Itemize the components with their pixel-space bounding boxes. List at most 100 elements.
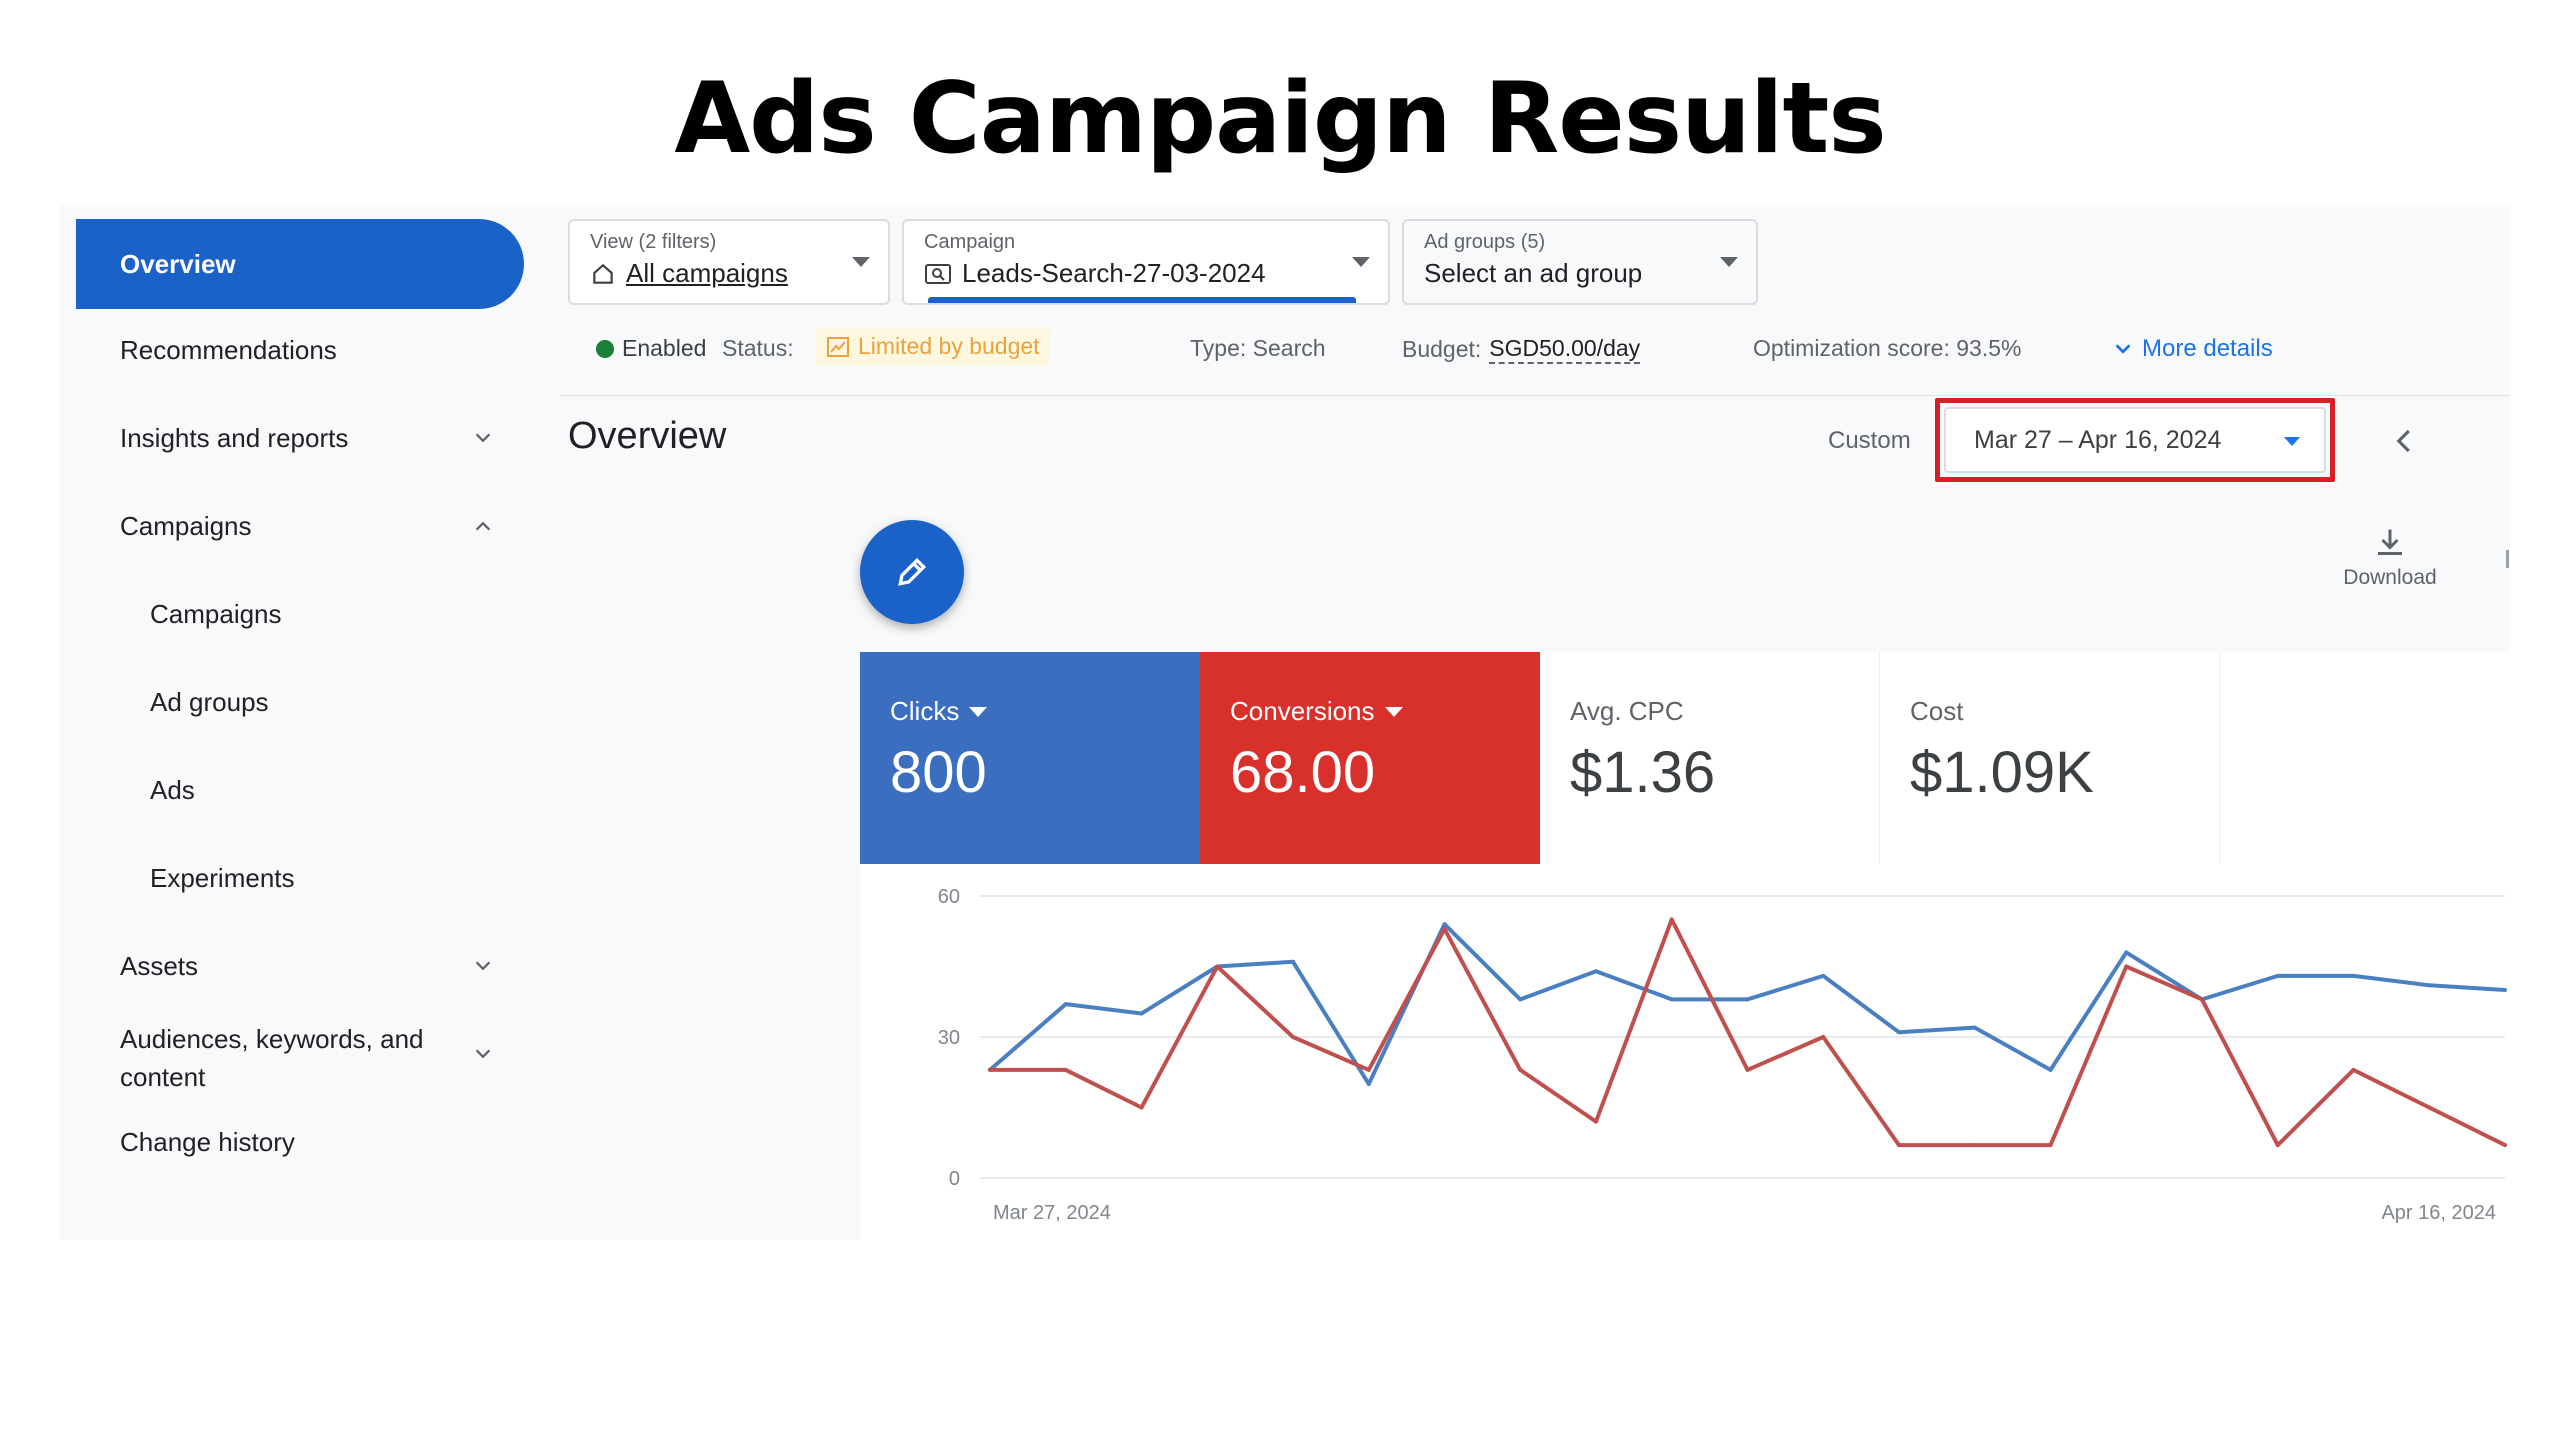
metric-card-cost[interactable]: Cost $1.09K: [1880, 652, 2220, 864]
date-range-picker[interactable]: Mar 27 – Apr 16, 2024: [1944, 407, 2326, 473]
sidebar-item-audiences[interactable]: Audiences, keywords, and content: [120, 1020, 424, 1096]
more-details-link[interactable]: More details: [2112, 335, 2273, 363]
dropdown-arrow-icon: [852, 257, 870, 267]
chevron-down-icon[interactable]: [472, 1043, 494, 1065]
data-point-clicks: [1745, 997, 1750, 1002]
campaign-filter-dropdown[interactable]: Campaign Leads-Search-27-03-2024: [902, 219, 1390, 305]
filter-caption: Ad groups (5): [1424, 231, 1546, 253]
metric-value: 68.00: [1230, 740, 1376, 805]
chevron-down-icon: [2115, 344, 2131, 354]
filter-value: All campaigns: [626, 258, 788, 288]
data-point-conversions: [1291, 1035, 1295, 1039]
metric-value: $1.36: [1570, 740, 1716, 805]
series-line-clicks: [988, 922, 2506, 1086]
sidebar-item-campaigns[interactable]: Campaigns: [150, 599, 282, 630]
data-point-clicks: [1366, 1082, 1371, 1086]
sidebar-item-insights[interactable]: Insights and reports: [120, 423, 560, 454]
sidebar-item-label: Insights and reports: [120, 423, 349, 453]
line-chart: 60 30 0 Mar 27, 2024 Apr 16, 2024: [938, 886, 2507, 1224]
chevron-down-icon[interactable]: [472, 427, 494, 449]
sidebar-item-ads[interactable]: Ads: [150, 775, 195, 806]
enabled-dot-icon: [596, 339, 614, 358]
data-point-clicks: [1518, 997, 1523, 1002]
optimization-score: Optimization score: 93.5%: [1753, 335, 2022, 361]
sidebar-item-label: Recommendations: [120, 335, 337, 365]
chart-warning-icon: [827, 336, 849, 357]
download-icon: [2378, 529, 2402, 555]
data-point-conversions: [2427, 1105, 2432, 1110]
sidebar-item-change-history[interactable]: Change history: [120, 1127, 295, 1158]
x-axis-start-label: Mar 27, 2024: [993, 1202, 1111, 1224]
x-axis-end-label: Apr 16, 2024: [2381, 1202, 2496, 1224]
data-point-clicks: [1669, 997, 1674, 1002]
status-value: Limited by budget: [858, 333, 1040, 359]
data-point-clicks: [1442, 922, 1447, 927]
metric-card-avg-cpc[interactable]: Avg. CPC $1.36: [1540, 652, 1880, 864]
metric-label: Avg. CPC: [1570, 696, 1684, 726]
data-point-clicks: [2427, 983, 2432, 988]
sidebar-item-experiments[interactable]: Experiments: [150, 863, 295, 894]
filter-value: Select an ad group: [1424, 258, 1643, 288]
edit-button[interactable]: [860, 520, 964, 624]
data-point-conversions: [1897, 1143, 1901, 1148]
download-label: Download: [2343, 566, 2437, 589]
data-point-conversions: [1745, 1067, 1750, 1072]
y-tick-label: 30: [938, 1027, 960, 1049]
data-point-clicks: [2048, 1067, 2053, 1072]
view-filter-dropdown[interactable]: View (2 filters) All campaigns: [568, 219, 890, 305]
data-point-conversions: [2503, 1143, 2507, 1148]
y-tick-label: 60: [938, 886, 960, 908]
performance-chart: 60 30 0 Mar 27, 2024 Apr 16, 2024: [860, 864, 2510, 1240]
data-point-conversions: [1821, 1035, 1826, 1039]
data-point-conversions: [2200, 997, 2204, 1002]
data-point-conversions: [1669, 917, 1674, 922]
filter-caption: View (2 filters): [590, 231, 717, 253]
data-point-clicks: [1594, 969, 1598, 974]
sidebar-item-campaigns-group[interactable]: Campaigns: [120, 511, 252, 542]
metric-card-conversions[interactable]: Conversions 68.00: [1200, 652, 1540, 864]
metric-card-clicks[interactable]: Clicks 800: [860, 652, 1200, 864]
data-point-conversions: [2124, 964, 2129, 969]
data-point-conversions: [1063, 1067, 1068, 1072]
chevron-down-icon[interactable]: [472, 955, 494, 977]
budget-info: Budget: SGD50.00/day: [1402, 335, 1641, 364]
divider: [560, 395, 2510, 396]
metric-label: Conversions: [1230, 696, 1375, 726]
custom-range-label: Custom: [1828, 427, 1911, 454]
data-point-clicks: [1821, 973, 1826, 978]
sidebar-item-assets[interactable]: Assets: [120, 951, 198, 982]
data-point-conversions: [1972, 1143, 1977, 1148]
more-details-label: More details: [2142, 335, 2273, 362]
series-line-conversions: [990, 917, 2506, 1148]
sidebar-item-overview[interactable]: Overview: [76, 219, 524, 309]
data-point-clicks: [1897, 1030, 1901, 1035]
data-point-clicks: [1972, 1025, 1977, 1030]
chevron-left-icon[interactable]: [2390, 423, 2420, 459]
budget-label: Budget:: [1402, 336, 1482, 362]
limited-by-budget-badge[interactable]: Limited by budget: [816, 327, 1050, 366]
more-menu-edge: [2506, 550, 2509, 568]
sidebar: Overview Recommendations Insights and re…: [60, 205, 560, 1240]
sidebar-item-label: Experiments: [150, 863, 295, 893]
data-point-clicks: [1139, 1011, 1144, 1016]
data-point-conversions: [2351, 1067, 2356, 1072]
metric-value: $1.09K: [1910, 740, 2094, 805]
chevron-up-icon[interactable]: [472, 515, 494, 537]
metric-value: 800: [890, 740, 987, 805]
pencil-icon: [898, 557, 927, 586]
filter-value: Leads-Search-27-03-2024: [962, 258, 1266, 288]
enabled-label: Enabled: [622, 335, 707, 361]
download-button[interactable]: Download: [2320, 525, 2460, 590]
ad-groups-filter-dropdown[interactable]: Ad groups (5) Select an ad group: [1402, 219, 1758, 305]
data-point-clicks: [2124, 950, 2129, 955]
selected-indicator: [928, 297, 1356, 303]
date-range-value: Mar 27 – Apr 16, 2024: [1974, 425, 2222, 454]
sidebar-item-label: Audiences, keywords, and: [120, 1024, 424, 1054]
budget-value[interactable]: SGD50.00/day: [1489, 335, 1641, 364]
overview-heading: Overview: [568, 415, 727, 457]
sidebar-item-label: content: [120, 1062, 206, 1092]
sidebar-item-recommendations[interactable]: Recommendations: [120, 335, 337, 366]
sidebar-item-label: Ads: [150, 775, 195, 805]
data-point-clicks: [2503, 988, 2507, 992]
sidebar-item-ad-groups[interactable]: Ad groups: [150, 687, 269, 718]
